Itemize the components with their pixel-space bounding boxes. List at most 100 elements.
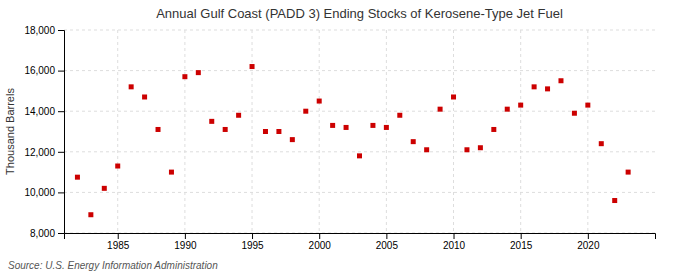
x-tick-mark (521, 233, 522, 239)
y-tick: 18,000 (24, 25, 64, 36)
grid-line-y (64, 70, 655, 71)
x-tick-mark (319, 233, 320, 239)
point (585, 103, 590, 108)
point (518, 103, 523, 108)
grid-line-y (64, 111, 655, 112)
point (451, 94, 456, 99)
point (223, 127, 228, 132)
y-tick: 16,000 (24, 65, 64, 76)
point (88, 212, 93, 217)
point (344, 125, 349, 130)
point (182, 74, 187, 79)
point (626, 170, 631, 175)
point (370, 123, 375, 128)
y-tick-label: 10,000 (24, 187, 55, 198)
grid-line-x (319, 30, 320, 233)
point (75, 175, 80, 180)
y-tick: 14,000 (24, 106, 64, 117)
y-tick-mark (58, 233, 64, 234)
title: Annual Gulf Coast (PADD 3) Ending Stocks… (156, 6, 563, 21)
x-tick-label: 2000 (309, 240, 332, 251)
x-tick: 2010 (443, 233, 466, 251)
point (317, 99, 322, 104)
point (169, 170, 174, 175)
source: Source: U.S. Energy Information Administ… (8, 260, 218, 271)
grid-line-x (520, 30, 521, 233)
x-tick-label: 2010 (443, 240, 466, 251)
x-tick: 2015 (510, 233, 533, 251)
y-tick: 8,000 (30, 228, 64, 239)
x-tick: 1995 (241, 233, 264, 251)
plot-area: 1985 1990 1995 2000 2005 2010 2015 2020 8,000 10,… (24, 25, 655, 251)
chart-container: 1985 1990 1995 2000 2005 2010 2015 2020 8,000 10,… (0, 0, 675, 275)
y-tick-label: 16,000 (24, 65, 55, 76)
point (397, 113, 402, 118)
grid-line-x (587, 30, 588, 233)
point (532, 84, 537, 89)
grid-line-x (117, 30, 118, 233)
x-axis-line (65, 234, 656, 240)
x-tick-label: 2020 (577, 240, 600, 251)
y-tick-mark (58, 152, 64, 153)
x-tick-label: 2015 (510, 240, 533, 251)
y-axis: 8,000 10,000 12,000 14,000 16,000 18,000 (24, 25, 64, 239)
x-tick-mark (185, 233, 186, 239)
x-tick-mark (588, 233, 589, 239)
x-tick: 1990 (174, 233, 197, 251)
grid-line-x (453, 30, 454, 233)
point (196, 70, 201, 75)
x-tick-label: 2005 (376, 240, 399, 251)
grid-line-x (184, 30, 185, 233)
x-tick-mark (454, 233, 455, 239)
point (464, 147, 469, 152)
x-tick-label: 1995 (241, 240, 264, 251)
x-axis: 1985 1990 1995 2000 2005 2010 2015 2020 (65, 233, 656, 251)
point (438, 107, 443, 112)
x-tick: 1985 (107, 233, 130, 251)
grid-line-y (64, 30, 655, 31)
x-tick: 2005 (376, 233, 399, 251)
y-tick: 10,000 (24, 187, 64, 198)
x-tick: 2000 (309, 233, 332, 251)
x-tick-label: 1990 (174, 240, 197, 251)
point (558, 78, 563, 83)
point (330, 123, 335, 128)
y-tick-label: 12,000 (24, 147, 55, 158)
y-axis-line (58, 31, 65, 234)
y-tick-mark (58, 192, 64, 193)
points (75, 64, 631, 217)
point (250, 64, 255, 69)
y-tick-label: 18,000 (24, 25, 55, 36)
x-tick: 2020 (577, 233, 600, 251)
x-tick-mark (252, 233, 253, 239)
chart-svg: 1985 1990 1995 2000 2005 2010 2015 2020 8,000 10,… (0, 0, 675, 275)
point (491, 127, 496, 132)
point (424, 147, 429, 152)
x-tick-mark (118, 233, 119, 239)
y-tick-mark (58, 30, 64, 31)
point (384, 125, 389, 130)
point (236, 113, 241, 118)
point (545, 86, 550, 91)
y-tick-mark (58, 71, 64, 72)
x-tick-mark (386, 233, 387, 239)
point (115, 164, 120, 169)
point (612, 198, 617, 203)
point (599, 141, 604, 146)
point (357, 153, 362, 158)
point (102, 186, 107, 191)
point (129, 84, 134, 89)
point (209, 119, 214, 124)
grid-line-x (252, 30, 253, 233)
point (572, 111, 577, 116)
grid-line-y (64, 192, 655, 193)
point (303, 109, 308, 114)
point (142, 94, 147, 99)
y-tick: 12,000 (24, 147, 64, 158)
y-axis-title: Thousand Barrels (4, 88, 16, 175)
y-tick-mark (58, 111, 64, 112)
y-tick-label: 8,000 (30, 228, 55, 239)
x-tick-label: 1985 (107, 240, 130, 251)
grid-line-x (386, 30, 387, 233)
point (156, 127, 161, 132)
